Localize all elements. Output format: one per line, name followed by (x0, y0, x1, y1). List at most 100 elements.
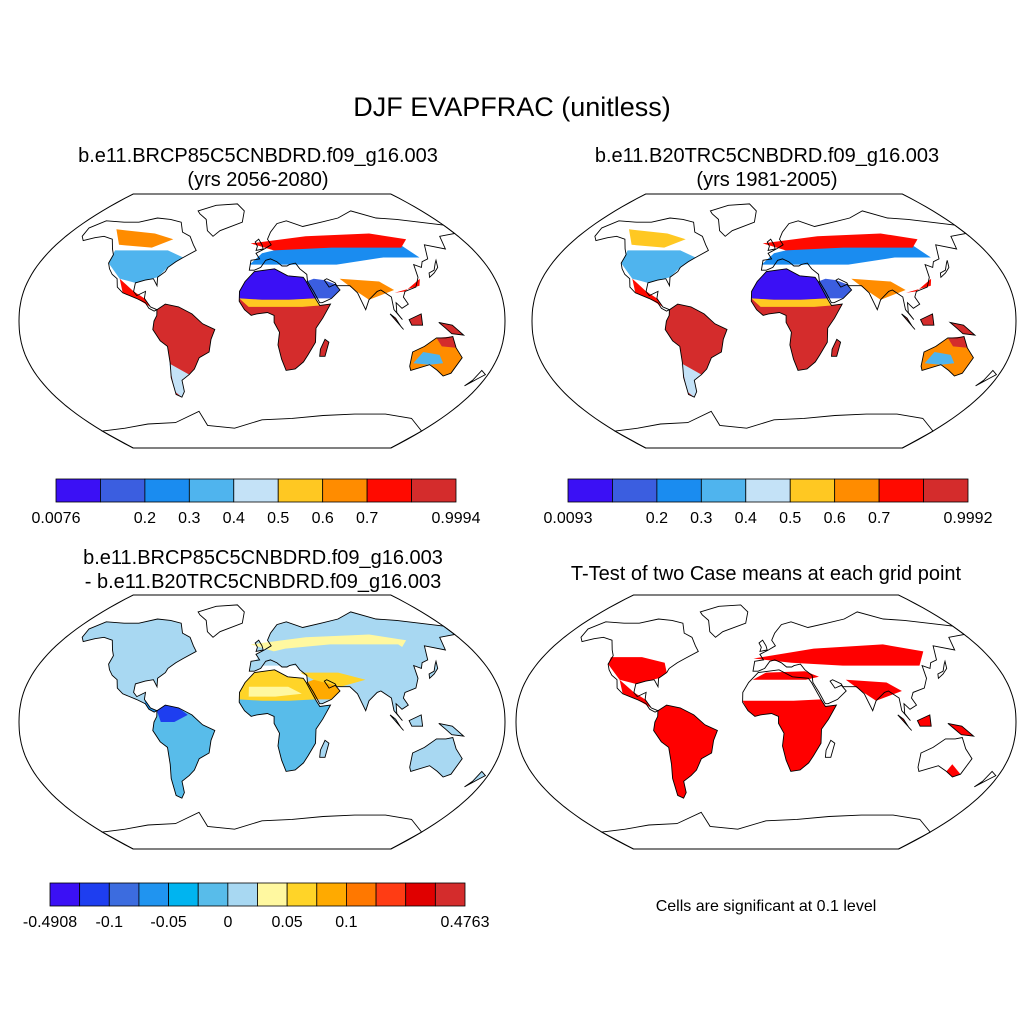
coastline-nz (464, 369, 487, 387)
data-region (621, 250, 696, 283)
data-region (438, 322, 464, 336)
colorbar-tick-label: 0.9994 (432, 510, 481, 527)
colorbar-tick-label: -0.4908 (23, 914, 77, 931)
land-base-japan (429, 661, 438, 679)
coastline-australia (409, 335, 463, 377)
coastline-nz (464, 770, 487, 788)
colorbar-swatch (79, 882, 110, 907)
land-base-madagascar (319, 740, 329, 758)
colorbar-tick-label: 0.6 (312, 510, 334, 527)
coastline-japan (428, 258, 439, 279)
colorbar-tick-label: 0.5 (779, 510, 801, 527)
coastline-indonesia2 (916, 714, 932, 727)
data-region (239, 268, 316, 300)
map-panel-2 (531, 193, 1017, 449)
data-region (319, 339, 329, 357)
colorbar-swatch (878, 478, 924, 503)
coastline-japan (937, 659, 948, 680)
data-region (629, 229, 686, 248)
colorbar-tick-label: 0.05 (272, 914, 303, 931)
coastline-madagascar (319, 338, 330, 357)
colorbar-swatch (227, 882, 258, 907)
panel-2-title-line-2: (yrs 1981-2005) (696, 169, 838, 191)
coastline-nz (974, 770, 997, 788)
data-region (394, 278, 420, 293)
colorbar-tick-label: 0.2 (134, 510, 156, 527)
map-border (531, 193, 1017, 449)
colorbar-swatch (745, 478, 791, 503)
data-region (152, 705, 215, 799)
data-region (239, 298, 320, 307)
data-region (409, 313, 423, 326)
data-region (108, 250, 184, 283)
data-region (409, 714, 423, 727)
coastline-africa (750, 268, 844, 371)
colorbar-tick-label: 0.4 (735, 510, 757, 527)
coastline-australia (409, 736, 463, 778)
data-region (762, 233, 918, 251)
colorbar-tick-label: 0.6 (824, 510, 846, 527)
coastline-indonesia1 (389, 714, 404, 731)
panel-2-title: b.e11.B20TRC5CNBDRD.f09_g16.003 (yrs 198… (532, 144, 1002, 192)
data-region (947, 723, 974, 737)
colorbar-tick-label: 0.1 (335, 914, 357, 931)
coastline-greenland (197, 604, 245, 638)
data-region (924, 352, 955, 365)
colorbar-tick-label: 0.4763 (441, 914, 490, 931)
colorbar-tick-label: 0.7 (356, 510, 378, 527)
colorbar-tick-label: -0.1 (96, 914, 124, 931)
coastline-namerica (580, 618, 699, 713)
coastline-africa (238, 669, 332, 772)
colorbar-swatch (322, 478, 368, 503)
coastline-indonesia2 (408, 714, 424, 727)
coastline-indonesia2 (408, 313, 424, 326)
data-region (413, 352, 444, 365)
coastline-namerica (594, 217, 709, 312)
coastline-japan (428, 659, 439, 680)
coastline-samerica (152, 303, 216, 398)
data-region (608, 657, 667, 684)
colorbar-swatch (316, 882, 347, 907)
panel-2-title-line-1: b.e11.B20TRC5CNBDRD.f09_g16.003 (594, 145, 940, 167)
colorbar-swatch (100, 478, 146, 503)
data-region (250, 233, 407, 251)
colorbar-panel-1: 0.0076 0.2 0.3 0.4 0.5 0.6 0.7 0.9994 (32, 478, 481, 527)
data-region (300, 672, 366, 687)
coastline-indonesia2 (919, 313, 935, 326)
colorbar-panel-2: 0.0093 0.2 0.3 0.4 0.5 0.6 0.7 0.9992 (544, 478, 993, 527)
main-title: DJF EVAPFRAC (unitless) (353, 92, 671, 122)
land-base-madagascar (825, 740, 835, 758)
coastline-eurasia (760, 210, 967, 320)
land-base-eurasia (753, 611, 965, 721)
colorbar-tick-label: 0.2 (646, 510, 668, 527)
colorbar-swatch (144, 478, 190, 503)
coastline-madagascar (319, 739, 330, 758)
colorbar-swatch (789, 478, 836, 503)
panel-1-title-line-1: b.e11.BRCP85C5CNBDRD.f09_g16.003 (78, 145, 438, 167)
colorbar-swatch (233, 478, 279, 503)
colorbar-swatch (188, 478, 235, 503)
panel-3-title-line-2: - b.e11.B20TRC5CNBDRD.f09_g16.003 (84, 571, 442, 593)
land-base-japan (429, 260, 438, 278)
colorbar-tick-label: 0 (223, 914, 232, 931)
coastline-uk (254, 639, 264, 652)
colorbar-tick-label: 0.3 (178, 510, 200, 527)
coastline-australia (917, 736, 973, 778)
colorbar-tick-label: 0.4 (223, 510, 245, 527)
coastline-nz (975, 369, 998, 387)
data-region (831, 339, 841, 357)
data-region (851, 278, 906, 300)
coastline-uk (766, 238, 776, 251)
coastline-greenland (709, 203, 757, 237)
colorbar-tick-label: 0.3 (690, 510, 712, 527)
coastline-samerica (653, 704, 718, 799)
data-region (248, 686, 302, 697)
coastline-newguinea (947, 722, 976, 737)
map-panel-1 (18, 193, 506, 449)
colorbar-swatch (138, 882, 169, 907)
colorbar-swatch (375, 882, 407, 907)
data-region (436, 336, 457, 348)
map-border (515, 594, 1017, 850)
coastline-newguinea (438, 321, 466, 336)
